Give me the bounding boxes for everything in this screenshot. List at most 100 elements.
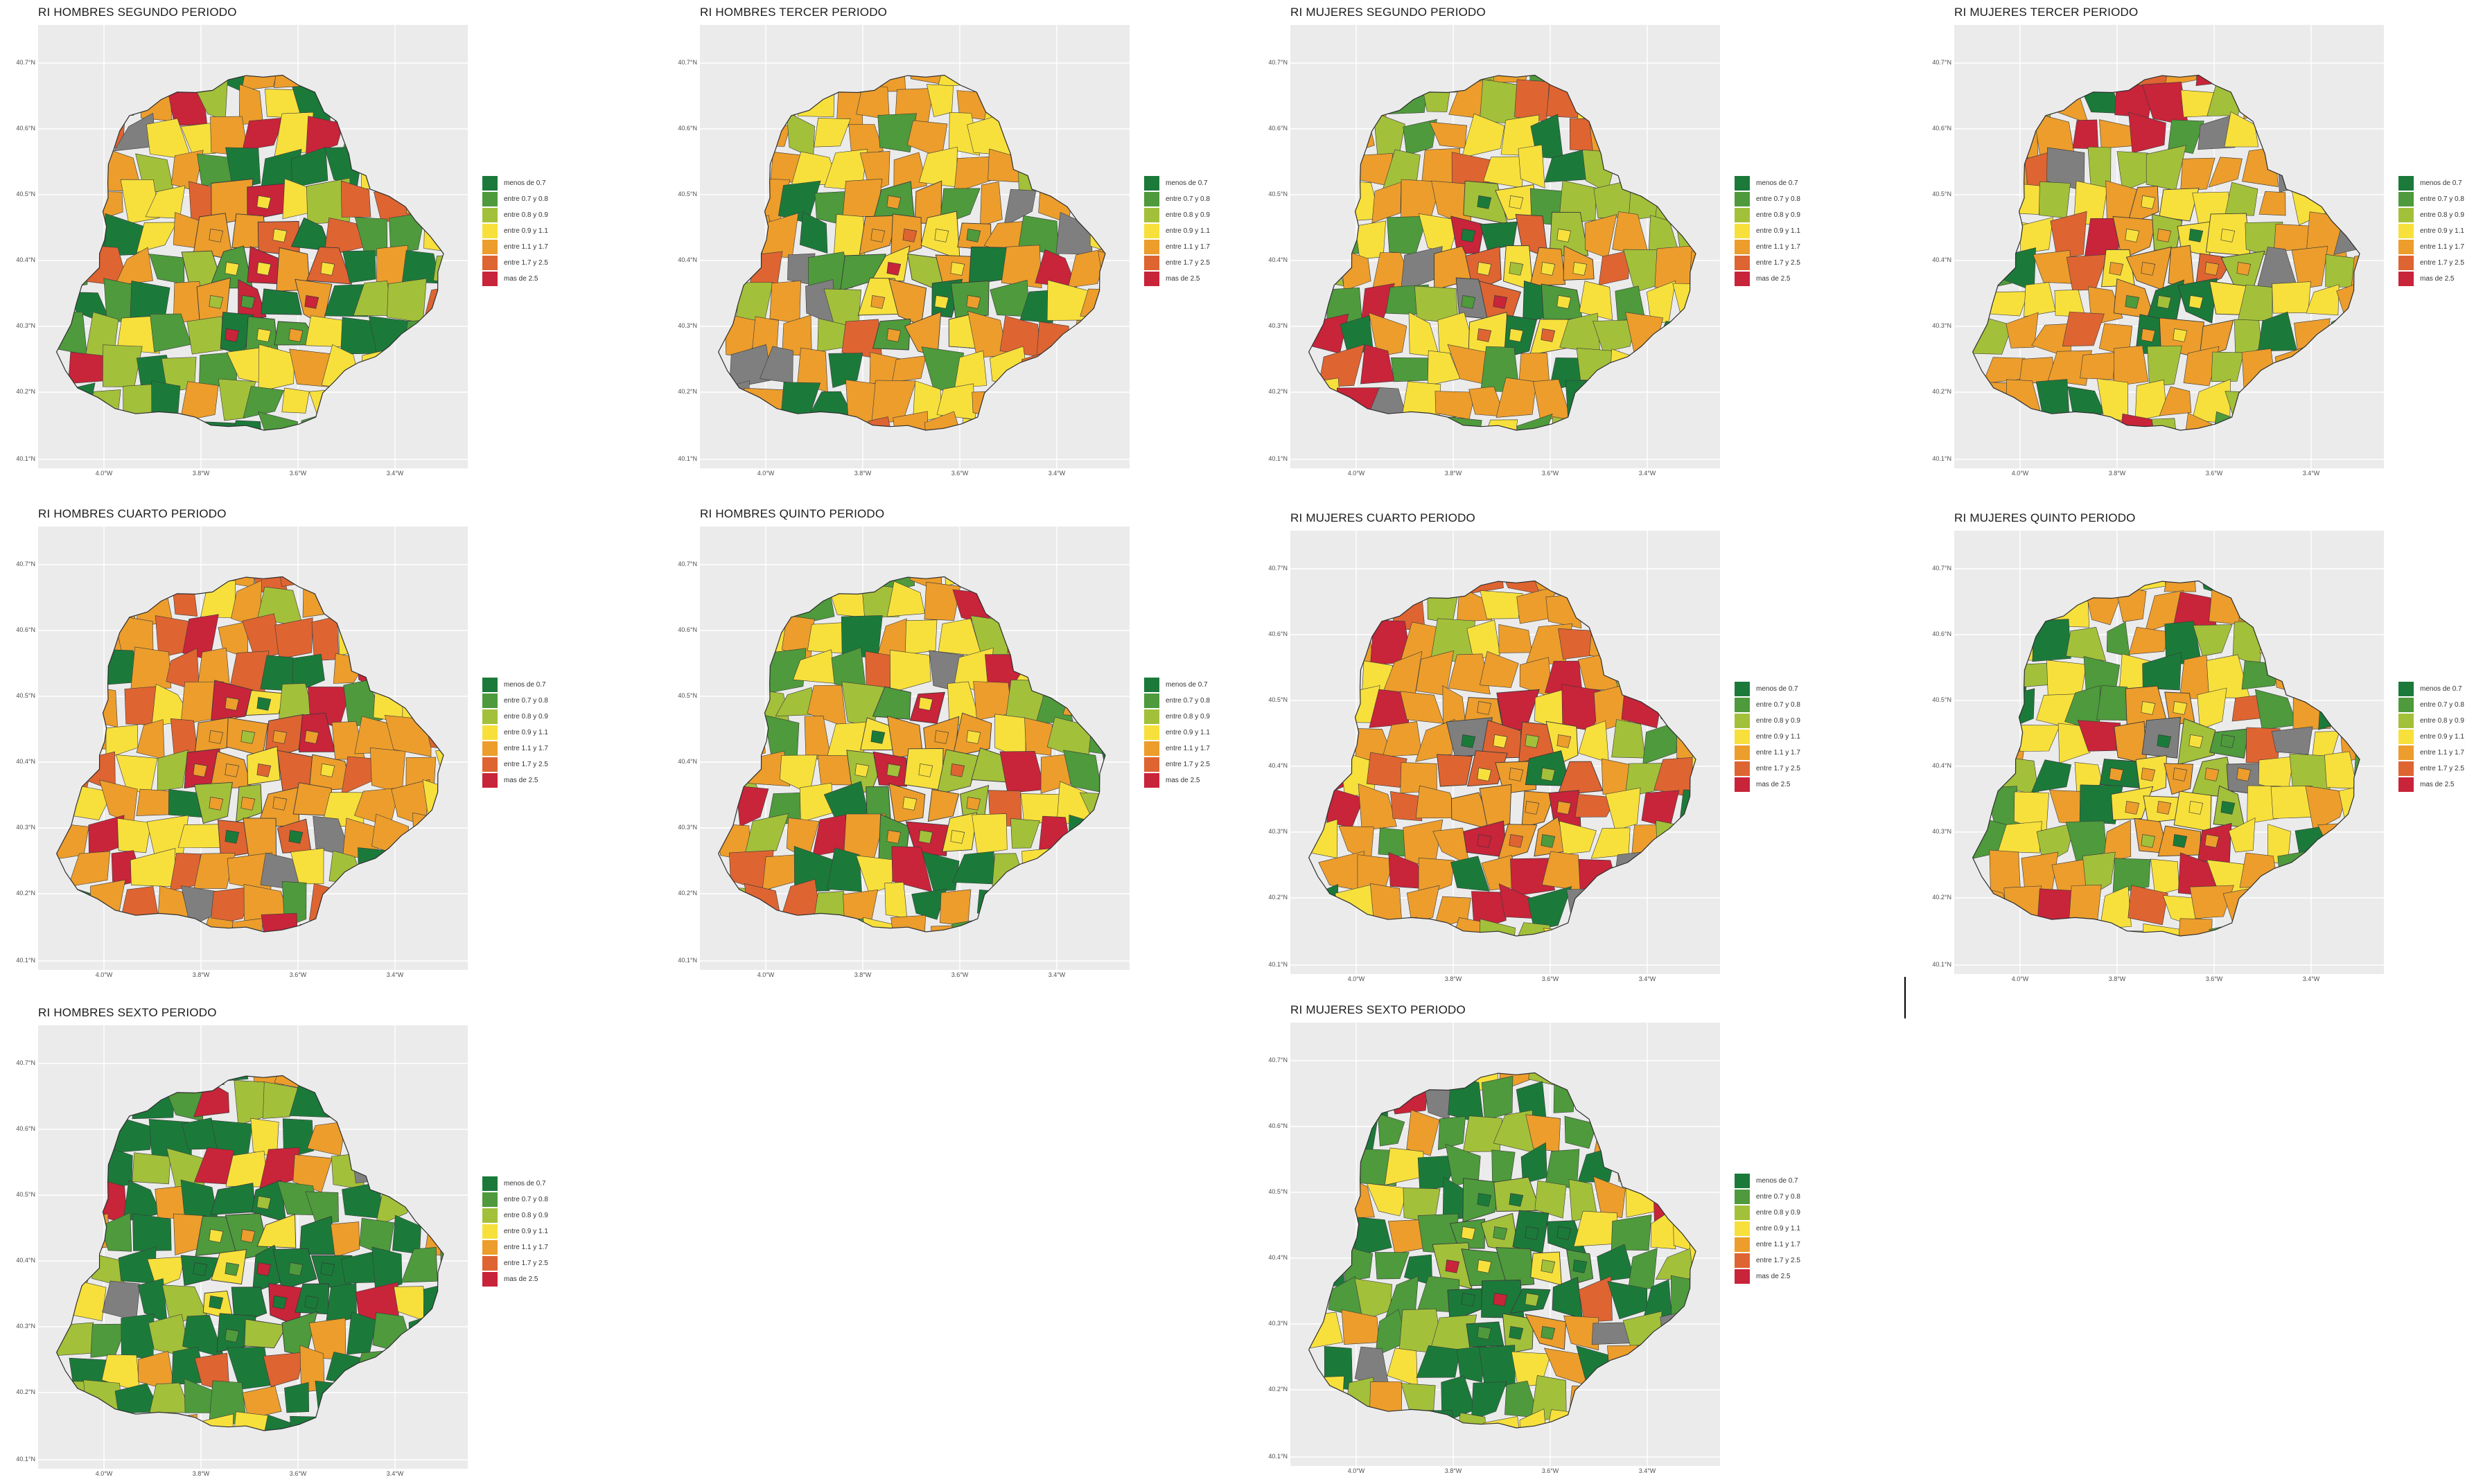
municipality-area [1982,414,2028,430]
legend-swatch [482,1255,498,1271]
municipality-area [2277,145,2304,193]
municipality-area [177,824,225,849]
municipality-area [936,448,974,468]
municipality-area [1118,280,1130,323]
municipality-area [2336,87,2360,125]
legend-label: entre 0.7 y 0.8 [1166,697,1210,705]
legend-item: entre 1.1 y 1.7 [482,1239,548,1255]
municipality-area [405,182,444,216]
legend-label: menos de 0.7 [1756,1177,1798,1185]
district-area [886,195,902,209]
municipality-area [1653,1386,1696,1422]
municipality-area [130,646,172,689]
legend-label: entre 0.7 y 0.8 [1756,1193,1800,1201]
legend-item: entre 1.1 y 1.7 [1143,239,1210,255]
legend-item: entre 0.8 y 0.9 [482,1208,548,1224]
y-tick-label: 40.4°N [16,256,35,263]
municipality-area [384,1412,420,1431]
district-area [2157,801,2172,815]
municipality-area [1480,221,1518,251]
region-outline [55,576,444,933]
district-area [1509,768,1524,781]
municipality-area [310,1446,350,1469]
municipality-area [2072,445,2102,468]
legend-label: entre 1.7 y 2.5 [1756,765,1800,772]
municipality-area [999,751,1046,794]
municipality-area [1693,628,1696,660]
municipality-area [1007,617,1044,656]
municipality-area [2259,629,2295,657]
municipality-area [256,1214,297,1248]
municipality-area [416,351,444,382]
municipality-area [1985,657,2028,698]
municipality-area [1101,380,1106,421]
municipality-area [355,1413,398,1431]
legend-swatch [1734,713,1751,729]
municipality-area [136,222,177,254]
legend-swatch [2398,729,2414,745]
municipality-area [2322,619,2355,662]
municipality-area [1450,856,1490,892]
legend-label: entre 1.1 y 1.7 [1756,1241,1800,1248]
municipality-area [90,879,126,928]
choropleth-map [38,527,468,970]
district-area [1525,801,1540,815]
legend-label: entre 0.9 y 1.1 [1166,729,1210,736]
municipality-area [2328,185,2360,225]
municipality-area [1702,856,1720,899]
legend-label: entre 1.1 y 1.7 [1166,243,1210,251]
legend-swatch [482,1192,498,1208]
municipality-area [1003,188,1037,227]
municipality-area [780,75,815,88]
legend-swatch [482,741,498,757]
legend-swatch [1734,191,1751,207]
municipalities [56,75,444,430]
municipality-area [180,123,216,154]
municipality-area [2114,82,2154,118]
municipality-area [1692,1444,1720,1466]
municipality-area [346,576,384,590]
y-tick-label: 40.2°N [678,890,697,896]
y-tick-label: 40.6°N [678,626,697,633]
municipality-area [242,117,285,151]
municipality-area [1040,116,1078,154]
y-tick-label: 40.5°N [1932,696,1951,703]
municipality-area [1092,345,1106,391]
municipality-area [1983,291,2029,317]
municipality-area [1594,75,1633,91]
x-tick-label: 3.6°W [1541,975,1559,982]
municipality-area [2183,412,2213,430]
y-tick-label: 40.1°N [16,957,35,964]
district-area [2188,801,2204,815]
district-area [1477,768,1492,781]
municipality-area [1656,884,1696,932]
municipality-area [931,925,958,932]
legend-swatch [482,1224,498,1239]
municipality-area [1644,1148,1672,1185]
municipality-area [291,146,328,188]
legend-label: entre 0.8 y 0.9 [2420,211,2464,219]
municipality-area [342,1181,383,1219]
municipality-area [1684,118,1696,148]
municipality-area [136,788,173,816]
municipality-area [353,1350,389,1393]
municipality-area [1653,694,1694,724]
municipality-area [748,251,783,287]
municipality-area [1374,1252,1410,1280]
municipality-area [1068,814,1106,856]
legend-label: entre 1.1 y 1.7 [2420,243,2464,251]
municipality-area [1387,1412,1421,1428]
district-area [2204,834,2220,848]
municipality-area [1324,1412,1365,1428]
panel-title: RI HOMBRES SEGUNDO PERIODO [38,6,237,19]
legend-swatch [1734,1189,1751,1205]
municipality-area [1591,1379,1631,1422]
district-area [1556,734,1572,748]
municipality-area [337,613,378,656]
municipality-area [1564,1115,1597,1149]
municipality-area [1655,75,1696,86]
municipality-area [1680,651,1696,699]
municipality-area [1499,951,1538,975]
district-area [225,763,240,777]
district-area [1556,801,1572,815]
